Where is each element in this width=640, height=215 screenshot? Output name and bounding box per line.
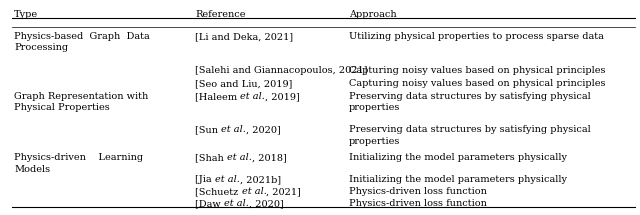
- Text: [Sun: [Sun: [195, 125, 221, 134]
- Text: [Schuetz: [Schuetz: [195, 187, 241, 196]
- Text: Type: Type: [14, 10, 38, 19]
- Text: et al.: et al.: [215, 175, 240, 184]
- Text: Physics-driven loss function: Physics-driven loss function: [349, 199, 486, 208]
- Text: et al.: et al.: [221, 125, 246, 134]
- Text: properties: properties: [349, 137, 400, 146]
- Text: Preserving data structures by satisfying physical: Preserving data structures by satisfying…: [349, 125, 591, 134]
- Text: [Shah: [Shah: [195, 153, 227, 162]
- Text: Physics-driven loss function: Physics-driven loss function: [349, 187, 486, 196]
- Text: , 2018]: , 2018]: [252, 153, 287, 162]
- Text: , 2021]: , 2021]: [266, 187, 301, 196]
- Text: [Jia: [Jia: [195, 175, 215, 184]
- Text: [Li and Deka, 2021]: [Li and Deka, 2021]: [195, 32, 293, 41]
- Text: et al.: et al.: [227, 153, 252, 162]
- Text: Capturing noisy values based on physical principles: Capturing noisy values based on physical…: [349, 66, 605, 75]
- Text: , 2021b]: , 2021b]: [240, 175, 281, 184]
- Text: et al.: et al.: [224, 199, 249, 208]
- Text: Capturing noisy values based on physical principles: Capturing noisy values based on physical…: [349, 79, 605, 88]
- Text: Graph Representation with: Graph Representation with: [14, 92, 148, 101]
- Text: , 2020]: , 2020]: [249, 199, 284, 208]
- Text: et al.: et al.: [241, 187, 266, 196]
- Text: Physics-based  Graph  Data: Physics-based Graph Data: [14, 32, 150, 41]
- Text: properties: properties: [349, 103, 400, 112]
- Text: et al.: et al.: [241, 92, 266, 101]
- Text: Models: Models: [14, 164, 50, 174]
- Text: Preserving data structures by satisfying physical: Preserving data structures by satisfying…: [349, 92, 591, 101]
- Text: Utilizing physical properties to process sparse data: Utilizing physical properties to process…: [349, 32, 604, 41]
- Text: Initializing the model parameters physically: Initializing the model parameters physic…: [349, 153, 567, 162]
- Text: [Salehi and Giannacopoulos, 2021]: [Salehi and Giannacopoulos, 2021]: [195, 66, 368, 75]
- Text: Approach: Approach: [349, 10, 396, 19]
- Text: [Haleem: [Haleem: [195, 92, 241, 101]
- Text: [Daw: [Daw: [195, 199, 224, 208]
- Text: Processing: Processing: [14, 43, 68, 52]
- Text: Initializing the model parameters physically: Initializing the model parameters physic…: [349, 175, 567, 184]
- Text: [Seo and Liu, 2019]: [Seo and Liu, 2019]: [195, 79, 292, 88]
- Text: Physics-driven    Learning: Physics-driven Learning: [14, 153, 143, 162]
- Text: , 2020]: , 2020]: [246, 125, 281, 134]
- Text: Physical Properties: Physical Properties: [14, 103, 110, 112]
- Text: Reference: Reference: [195, 10, 246, 19]
- Text: , 2019]: , 2019]: [266, 92, 300, 101]
